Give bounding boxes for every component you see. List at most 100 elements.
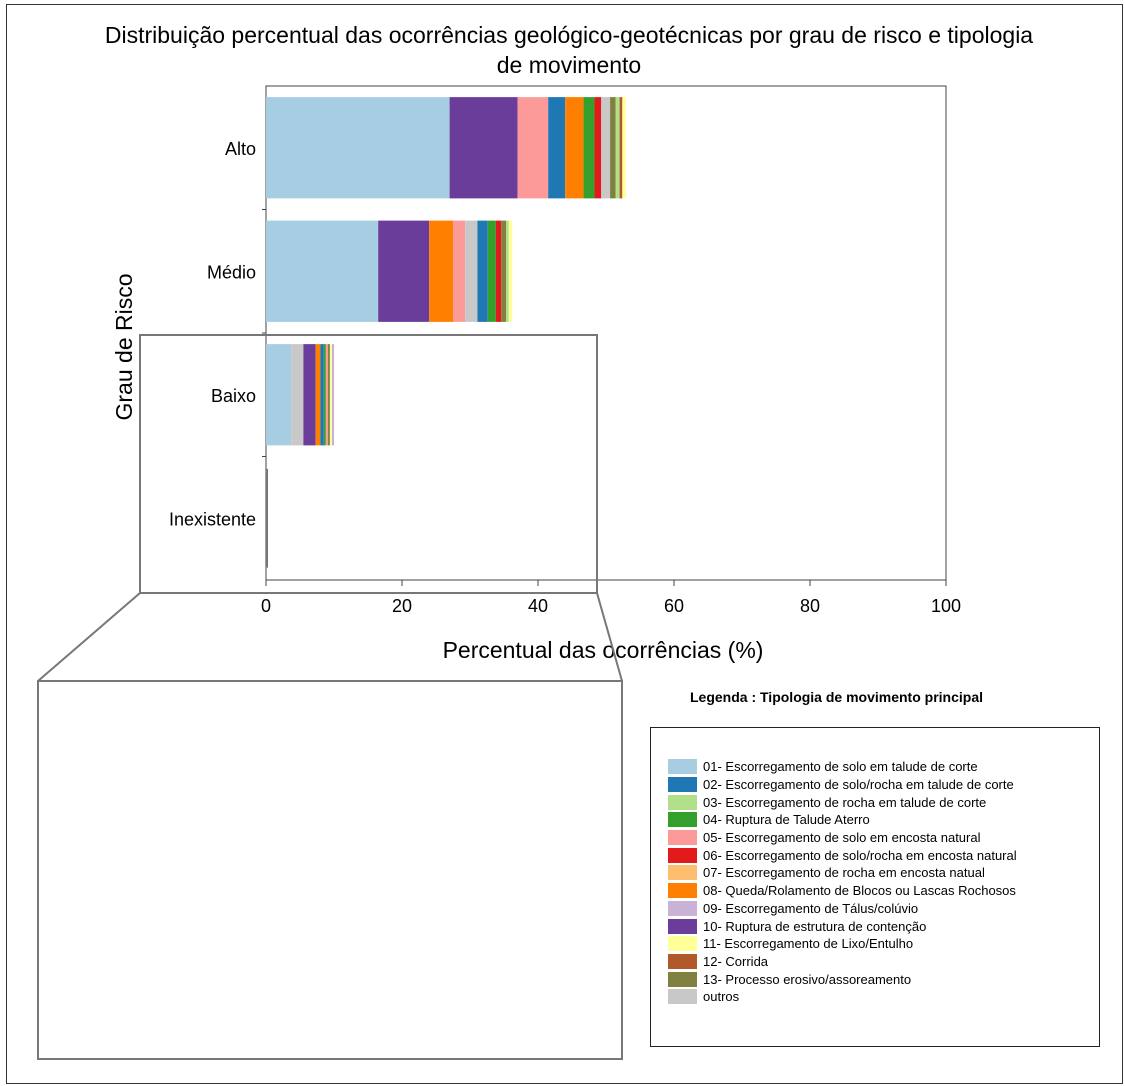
x-tick-label: 80 <box>800 596 820 616</box>
legend-label: 10- Ruptura de estrutura de contenção <box>703 918 927 934</box>
zoom-highlight-box <box>139 334 598 594</box>
x-tick-label: 0 <box>261 596 271 616</box>
legend-item: 13- Processo erosivo/assoreamento <box>668 970 1017 988</box>
legend-item: 02- Escorregamento de solo/rocha em talu… <box>668 776 1017 794</box>
bar-segment <box>601 97 611 199</box>
legend-item: 11- Escorregamento de Lixo/Entulho <box>668 935 1017 953</box>
x-tick-label: 20 <box>392 596 412 616</box>
bar-segment <box>487 220 496 322</box>
legend-swatch <box>668 918 697 934</box>
bar-segment <box>619 97 623 199</box>
bar-segment <box>495 220 502 322</box>
legend-label: 12- Corrida <box>703 953 769 969</box>
bar-segment <box>583 97 595 199</box>
legend-label: 13- Processo erosivo/assoreamento <box>703 971 912 987</box>
bar-segment <box>477 220 488 322</box>
legend-item: 01- Escorregamento de solo em talude de … <box>668 758 1017 776</box>
main-title-line-2: de movimento <box>497 52 641 78</box>
legend-item: outros <box>668 988 1017 1006</box>
bar-segment <box>615 97 620 199</box>
bar-segment <box>449 97 518 199</box>
bar-segment <box>429 220 453 322</box>
zoom-callout <box>37 334 623 1060</box>
legend-label: 11- Escorregamento de Lixo/Entulho <box>703 936 914 952</box>
legend-label: outros <box>703 989 740 1005</box>
legend-swatch <box>668 865 697 881</box>
main-title-line-1: Distribuição percentual das ocorrências … <box>105 22 1033 48</box>
x-axis-label: Percentual das ocorrências (%) <box>443 637 764 663</box>
y-tick-label: Inexistente <box>169 509 256 529</box>
bar-segment <box>266 97 450 199</box>
bar-segment <box>315 344 321 446</box>
bar-segment <box>327 344 330 446</box>
legend-list: 01- Escorregamento de solo em talude de … <box>668 758 1017 1006</box>
bar-segment <box>565 97 584 199</box>
bar-segment <box>594 97 602 199</box>
main-plot: Alto Médio Baixo Inexistente 0 20 40 60 80 100 Per… <box>111 85 961 663</box>
bar-segment <box>378 220 430 322</box>
x-tick-label: 100 <box>931 596 961 616</box>
legend-label: 07- Escorregamento de rocha em encosta n… <box>703 865 985 881</box>
legend-label: 04- Ruptura de Talude Aterro <box>703 812 870 828</box>
zoom-connector-left <box>37 592 141 682</box>
y-axis-label: Grau de Risco <box>111 273 137 420</box>
legend-swatch <box>668 936 697 952</box>
bar-segment <box>266 220 379 322</box>
legend-box: 01- Escorregamento de solo em talude de … <box>650 727 1100 1047</box>
bar-segment <box>329 344 332 446</box>
legend-item: 06- Escorregamento de solo/rocha em enco… <box>668 846 1017 864</box>
legend-item: 05- Escorregamento de solo em encosta na… <box>668 829 1017 847</box>
legend-swatch <box>668 812 697 828</box>
legend-swatch <box>668 847 697 863</box>
bar-segment <box>622 97 626 199</box>
legend-label: 06- Escorregamento de solo/rocha em enco… <box>703 847 1017 863</box>
y-tick-label: Médio <box>207 262 256 282</box>
y-tick-label: Alto <box>225 139 256 159</box>
legend-swatch <box>668 900 697 916</box>
bar-segment <box>291 344 304 446</box>
legend-title: Legenda : Tipologia de movimento princip… <box>690 689 983 705</box>
zoom-connector-right <box>596 592 623 682</box>
bar-segment <box>266 344 292 446</box>
legend-label: 01- Escorregamento de solo em talude de … <box>703 759 978 775</box>
legend-label: 09- Escorregamento de Tálus/colúvio <box>703 900 919 916</box>
x-tick-label: 40 <box>528 596 548 616</box>
legend-swatch <box>668 971 697 987</box>
figure-frame <box>6 4 1123 1084</box>
bar-segment <box>266 468 268 568</box>
bar-segment <box>517 97 549 199</box>
legend-item: 09- Escorregamento de Tálus/colúvio <box>668 900 1017 918</box>
bar-segment <box>323 344 326 446</box>
legend-item: 08- Queda/Rolamento de Blocos ou Lascas … <box>668 882 1017 900</box>
legend-label: 03- Escorregamento de rocha em talude de… <box>703 794 987 810</box>
legend-swatch <box>668 777 697 793</box>
legend-swatch <box>668 830 697 846</box>
bar-segment <box>610 97 616 199</box>
legend-item: 04- Ruptura de Talude Aterro <box>668 811 1017 829</box>
legend-label: 05- Escorregamento de solo em encosta na… <box>703 830 981 846</box>
bar-segment <box>303 344 316 446</box>
y-tick-label: Baixo <box>211 386 256 406</box>
bar-segment <box>320 344 324 446</box>
x-tick-label: 60 <box>664 596 684 616</box>
legend-swatch <box>668 794 697 810</box>
bar-segment <box>331 344 334 446</box>
bar-segment <box>325 344 328 446</box>
zoom-inset-frame <box>37 680 623 1060</box>
bar-segment <box>508 220 513 322</box>
legend-swatch <box>668 759 697 775</box>
legend-item: 12- Corrida <box>668 953 1017 971</box>
bar-segment <box>465 220 478 322</box>
legend-item: 07- Escorregamento de rocha em encosta n… <box>668 864 1017 882</box>
legend-item: 10- Ruptura de estrutura de contenção <box>668 917 1017 935</box>
bar-segment <box>453 220 466 322</box>
bar-segment <box>501 220 507 322</box>
legend-swatch <box>668 883 697 899</box>
bar-segment <box>506 220 509 322</box>
legend-item: 03- Escorregamento de rocha em talude de… <box>668 793 1017 811</box>
legend-label: 08- Queda/Rolamento de Blocos ou Lascas … <box>703 883 1016 899</box>
legend-swatch <box>668 989 697 1005</box>
legend-label: 02- Escorregamento de solo/rocha em talu… <box>703 777 1014 793</box>
bar-segment <box>548 97 566 199</box>
